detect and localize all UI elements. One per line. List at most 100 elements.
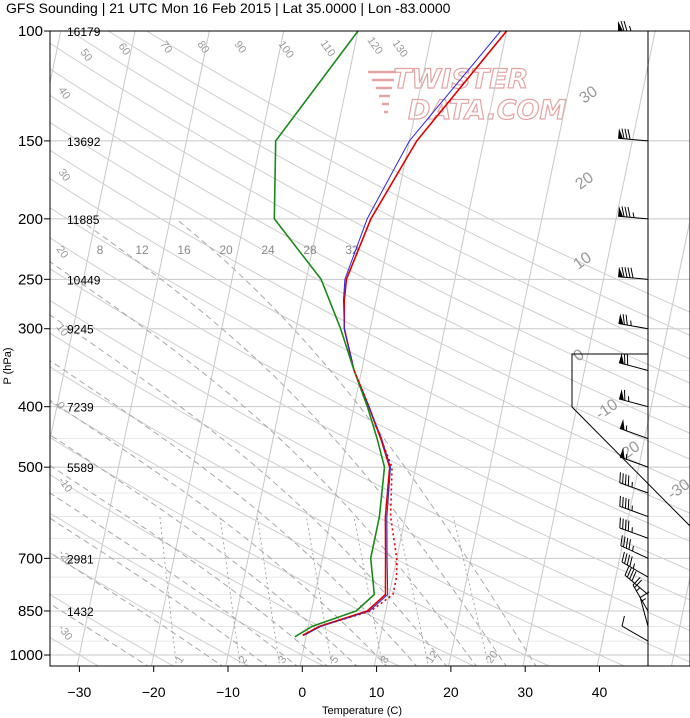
moist-adiabat-label: -20	[615, 438, 644, 465]
height-label: 13692	[67, 135, 101, 149]
height-labels: 16179 13692 11885 10449 9245 7239 5589 2981 1432	[67, 25, 101, 619]
pressure-tick-label: 1000	[10, 647, 43, 664]
pressure-axis: 100 150 200 250 300 400 500 700 850 1000	[10, 23, 50, 664]
dry-adiabat	[50, 42, 690, 384]
moist-adiabat	[78, 218, 507, 666]
wind-barb	[618, 266, 649, 280]
wind-barb	[618, 389, 649, 408]
mixing-ratio-line	[305, 516, 333, 666]
twisterdata-watermark: TWISTER DATA.COM	[368, 63, 567, 127]
mixing-ratio-label: 32	[345, 243, 359, 257]
moist-adiabat	[50, 464, 328, 666]
dry-adiabat	[50, 332, 690, 663]
dry-adiabat-label: 130	[390, 38, 410, 60]
wind-barb	[618, 128, 649, 142]
dry-adiabat	[50, 68, 690, 409]
pressure-tick-label: 150	[18, 133, 43, 150]
mixing-ratio-line	[353, 516, 384, 666]
pressure-tick-label: 500	[18, 459, 43, 476]
mixing-ratio-label: 24	[261, 243, 275, 257]
mixing-ratio-bottom-label: 2	[237, 654, 250, 666]
plot-frame	[49, 30, 690, 667]
isotherm	[596, 218, 690, 666]
pressure-tick-label: 850	[18, 603, 43, 620]
dry-adiabat-label: 110	[318, 38, 338, 59]
temperature-tick-label: −10	[216, 684, 240, 700]
temperature-tick-label: 40	[592, 684, 608, 700]
thermo-grid-labels: 8 12 16 20 24 28 321 2 3 5 8 12 20130120110100908070…	[54, 35, 690, 666]
moist-adiabat	[50, 434, 358, 666]
moist-adiabat-label: -30	[665, 476, 690, 503]
dry-adiabat	[50, 268, 690, 601]
tornado-logo-icon	[368, 70, 396, 114]
dry-adiabat	[107, 31, 690, 336]
dry-adiabat	[50, 299, 690, 631]
isotherm	[150, 31, 285, 666]
pressure-tick-label: 300	[18, 321, 43, 338]
mixing-ratio-bottom-label: 1	[173, 654, 186, 666]
dry-adiabat	[50, 636, 100, 666]
isotherm	[299, 31, 433, 666]
mixing-ratio-bottom-label: 8	[378, 654, 391, 666]
wind-barbs	[618, 20, 650, 642]
pressure-tick-label: 100	[18, 23, 43, 40]
moist-adiabat-label: 20	[573, 169, 597, 193]
dry-adiabat	[50, 512, 325, 666]
dry-adiabat	[50, 237, 690, 571]
dry-adiabat	[50, 178, 690, 514]
isotherm	[50, 31, 136, 442]
dry-adiabat-label: 60	[116, 41, 133, 58]
wind-barb	[639, 591, 650, 627]
dry-adiabat	[50, 366, 626, 666]
dry-adiabat	[50, 149, 690, 487]
mixing-ratio-label: 20	[219, 243, 233, 257]
x-axis-label: Temperature (C)	[322, 705, 402, 717]
moist-adiabat-label: 10	[571, 249, 595, 273]
wind-barb	[618, 206, 649, 220]
moist-adiabat	[50, 314, 448, 666]
mixing-ratio-label: 16	[177, 243, 191, 257]
dry-adiabat	[50, 94, 690, 434]
moist-adiabat-label: 30	[577, 83, 601, 107]
wind-barb	[618, 313, 649, 330]
mixing-ratio-bottom-label: 20	[484, 649, 501, 666]
moist-adiabat	[50, 603, 149, 666]
dry-adiabat	[50, 401, 551, 666]
height-label: 2981	[67, 552, 94, 566]
dry-adiabat	[50, 207, 690, 542]
temperature-tick-label: −30	[68, 684, 92, 700]
mixing-ratio-bottom-label: 5	[328, 654, 341, 666]
moist-adiabat-label: -10	[593, 396, 622, 423]
isotherm	[670, 574, 690, 666]
wind-barb	[619, 517, 649, 539]
temperature-tick-label: −20	[142, 684, 166, 700]
moist-adiabat	[50, 360, 418, 666]
wind-barb	[619, 495, 649, 518]
height-label: 5589	[67, 461, 94, 475]
sounding-traces	[273, 31, 508, 638]
height-label: 16179	[67, 25, 101, 39]
mixing-ratio-bottom-label: 12	[424, 649, 441, 666]
isotherm	[522, 31, 656, 666]
height-label: 9245	[67, 323, 94, 337]
dry-adiabat	[69, 31, 690, 360]
mixing-ratio-line	[219, 516, 241, 666]
dry-adiabat-label: 80	[195, 39, 212, 56]
mixing-ratio-label: 28	[303, 243, 317, 257]
dry-adiabat-label: -10	[56, 475, 75, 495]
isotherm	[373, 31, 508, 666]
dry-adiabat	[146, 31, 690, 313]
dry-adiabat-label: 50	[78, 47, 95, 64]
wind-barb	[619, 447, 649, 468]
parcel-trace	[302, 370, 398, 637]
height-label: 7239	[67, 401, 94, 415]
dry-adiabat-label: 20	[54, 244, 71, 261]
dry-adiabat-label: -30	[56, 623, 75, 643]
dry-adiabat-label: 40	[56, 85, 73, 102]
temperature-tick-label: 20	[443, 684, 459, 700]
height-label: 1432	[67, 605, 94, 619]
temperature-tick-label: 0	[298, 684, 306, 700]
height-label: 11885	[67, 213, 100, 227]
pressure-tick-label: 400	[18, 399, 43, 416]
